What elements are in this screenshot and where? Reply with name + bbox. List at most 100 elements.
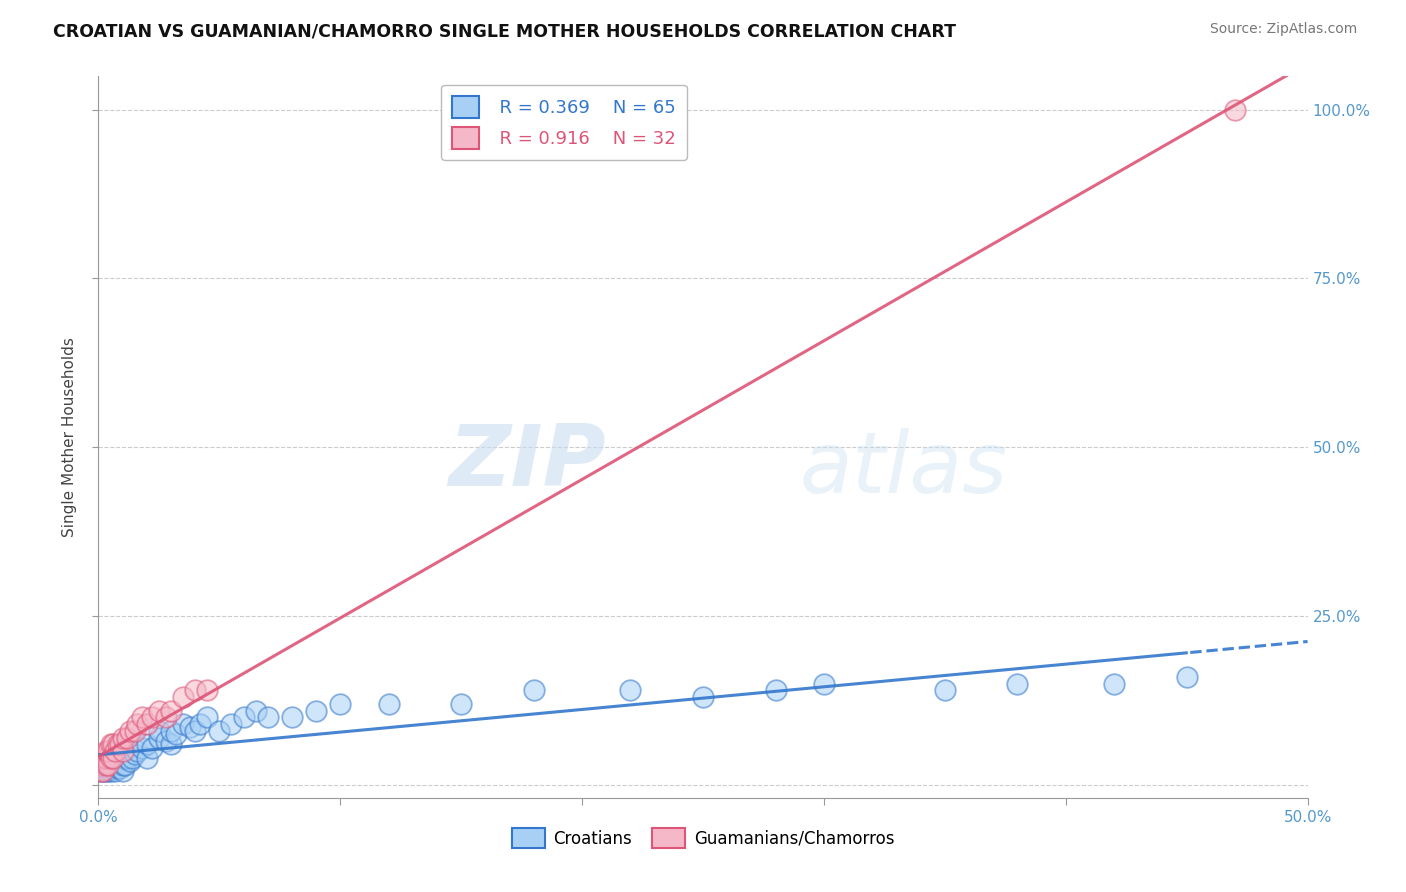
Point [94,757,117,772]
Point [100,761,122,775]
Point [148,704,170,718]
Point [107,761,129,775]
Point [160,737,183,751]
Point [104,764,127,779]
Point [377,697,399,711]
Point [160,704,183,718]
Point [195,710,218,724]
Point [141,710,163,724]
Point [165,727,187,741]
Point [94,744,117,758]
Point [131,710,153,724]
Point [100,737,122,751]
Point [91,757,114,772]
Point [90,761,112,775]
Point [184,683,207,698]
Point [281,710,304,724]
Point [450,697,472,711]
Point [100,751,122,765]
Point [124,723,146,738]
Point [91,751,114,765]
Point [127,744,149,758]
Point [813,676,835,690]
Point [97,744,120,758]
Point [121,751,143,765]
Point [111,757,134,772]
Text: ZIP: ZIP [449,421,606,504]
Point [1175,670,1198,684]
Point [148,723,170,738]
Point [135,737,157,751]
Point [127,717,149,731]
Point [90,757,112,772]
Point [195,683,218,698]
Point [305,704,328,718]
Point [94,764,117,779]
Point [523,683,546,698]
Legend: Croatians, Guamanians/Chamorros: Croatians, Guamanians/Chamorros [505,822,901,855]
Point [118,723,141,738]
Point [101,754,124,768]
Point [155,710,177,724]
Point [619,683,641,698]
Point [256,710,278,724]
Point [91,764,114,779]
Point [90,764,112,779]
Point [124,747,146,762]
Point [104,744,127,758]
Point [118,754,141,768]
Point [148,731,170,745]
Point [108,761,131,775]
Text: CROATIAN VS GUAMANIAN/CHAMORRO SINGLE MOTHER HOUSEHOLDS CORRELATION CHART: CROATIAN VS GUAMANIAN/CHAMORRO SINGLE MO… [53,22,956,40]
Y-axis label: Single Mother Households: Single Mother Households [62,337,77,537]
Point [111,764,134,779]
Point [97,757,120,772]
Point [90,764,112,779]
Point [131,740,153,755]
Point [208,723,231,738]
Point [329,697,352,711]
Point [141,740,163,755]
Point [111,751,134,765]
Point [135,717,157,731]
Point [184,723,207,738]
Point [94,757,117,772]
Point [100,757,122,772]
Point [1102,676,1125,690]
Point [101,737,124,751]
Point [188,717,211,731]
Point [117,731,139,745]
Point [107,737,129,751]
Point [91,761,114,775]
Point [97,764,120,779]
Point [1007,676,1029,690]
Point [117,751,139,765]
Point [221,717,243,731]
Point [94,751,117,765]
Point [101,761,124,775]
Point [232,710,254,724]
Point [934,683,956,698]
Point [160,723,183,738]
Point [91,754,114,768]
Point [179,721,201,735]
Point [765,683,787,698]
Point [135,751,157,765]
Point [172,690,194,704]
Point [155,734,177,748]
Point [111,744,134,758]
Point [172,717,194,731]
Point [104,757,127,772]
Text: atlas: atlas [800,428,1008,511]
Text: Source: ZipAtlas.com: Source: ZipAtlas.com [1209,22,1357,37]
Point [94,761,117,775]
Point [111,731,134,745]
Point [107,754,129,768]
Point [1223,103,1246,117]
Point [245,704,267,718]
Point [101,751,124,765]
Point [97,757,120,772]
Point [114,757,136,772]
Point [692,690,714,704]
Point [108,737,131,751]
